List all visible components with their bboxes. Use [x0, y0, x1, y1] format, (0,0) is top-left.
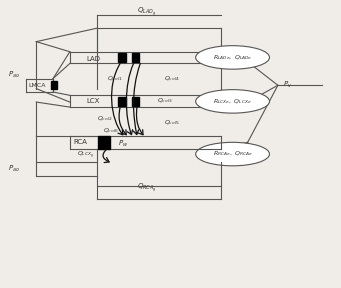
Text: $Q_{col6}$: $Q_{col6}$	[103, 126, 119, 135]
Ellipse shape	[196, 90, 269, 113]
Bar	[51, 81, 57, 89]
Text: $Q_{RCA_g}$: $Q_{RCA_g}$	[137, 182, 157, 194]
FancyArrowPatch shape	[112, 63, 123, 135]
Ellipse shape	[196, 142, 269, 166]
FancyArrowPatch shape	[127, 63, 134, 134]
Bar	[118, 97, 126, 106]
Text: $R_{RCAe},\ Q_{RCAe}$: $R_{RCAe},\ Q_{RCAe}$	[212, 150, 253, 158]
Text: LMCA: LMCA	[28, 83, 45, 88]
Text: $P_w$: $P_w$	[118, 139, 129, 149]
Text: $P_{ao}$: $P_{ao}$	[8, 164, 20, 174]
Text: LAD: LAD	[87, 56, 101, 62]
FancyArrowPatch shape	[136, 107, 143, 135]
Bar	[132, 97, 139, 106]
FancyArrowPatch shape	[119, 107, 126, 135]
Bar	[98, 136, 110, 149]
Text: LCX: LCX	[87, 98, 100, 104]
Ellipse shape	[196, 46, 269, 69]
Text: $P_v$: $P_v$	[283, 80, 292, 90]
Text: $Q_{col4}$: $Q_{col4}$	[164, 74, 179, 83]
Text: RCA: RCA	[73, 139, 87, 145]
FancyArrowPatch shape	[133, 63, 140, 134]
Bar	[118, 53, 126, 62]
Bar	[132, 53, 139, 62]
Text: $R_{LADe},\ Q_{LADe}$: $R_{LADe},\ Q_{LADe}$	[213, 53, 252, 62]
Text: $Q_{LCX_g}$: $Q_{LCX_g}$	[76, 150, 94, 161]
Text: $Q_{col3}$: $Q_{col3}$	[157, 96, 173, 105]
Text: $Q_{col5}$: $Q_{col5}$	[164, 118, 179, 127]
Text: $Q_{col1}$: $Q_{col1}$	[107, 74, 122, 83]
FancyArrowPatch shape	[103, 149, 109, 162]
Text: $R_{LCXe},\ Q_{LCXe}$: $R_{LCXe},\ Q_{LCXe}$	[213, 97, 252, 106]
Text: $Q_{col2}$: $Q_{col2}$	[97, 114, 112, 123]
Text: $Q_{LAD_g}$: $Q_{LAD_g}$	[137, 6, 157, 18]
Text: $P_{ao}$: $P_{ao}$	[8, 70, 20, 80]
